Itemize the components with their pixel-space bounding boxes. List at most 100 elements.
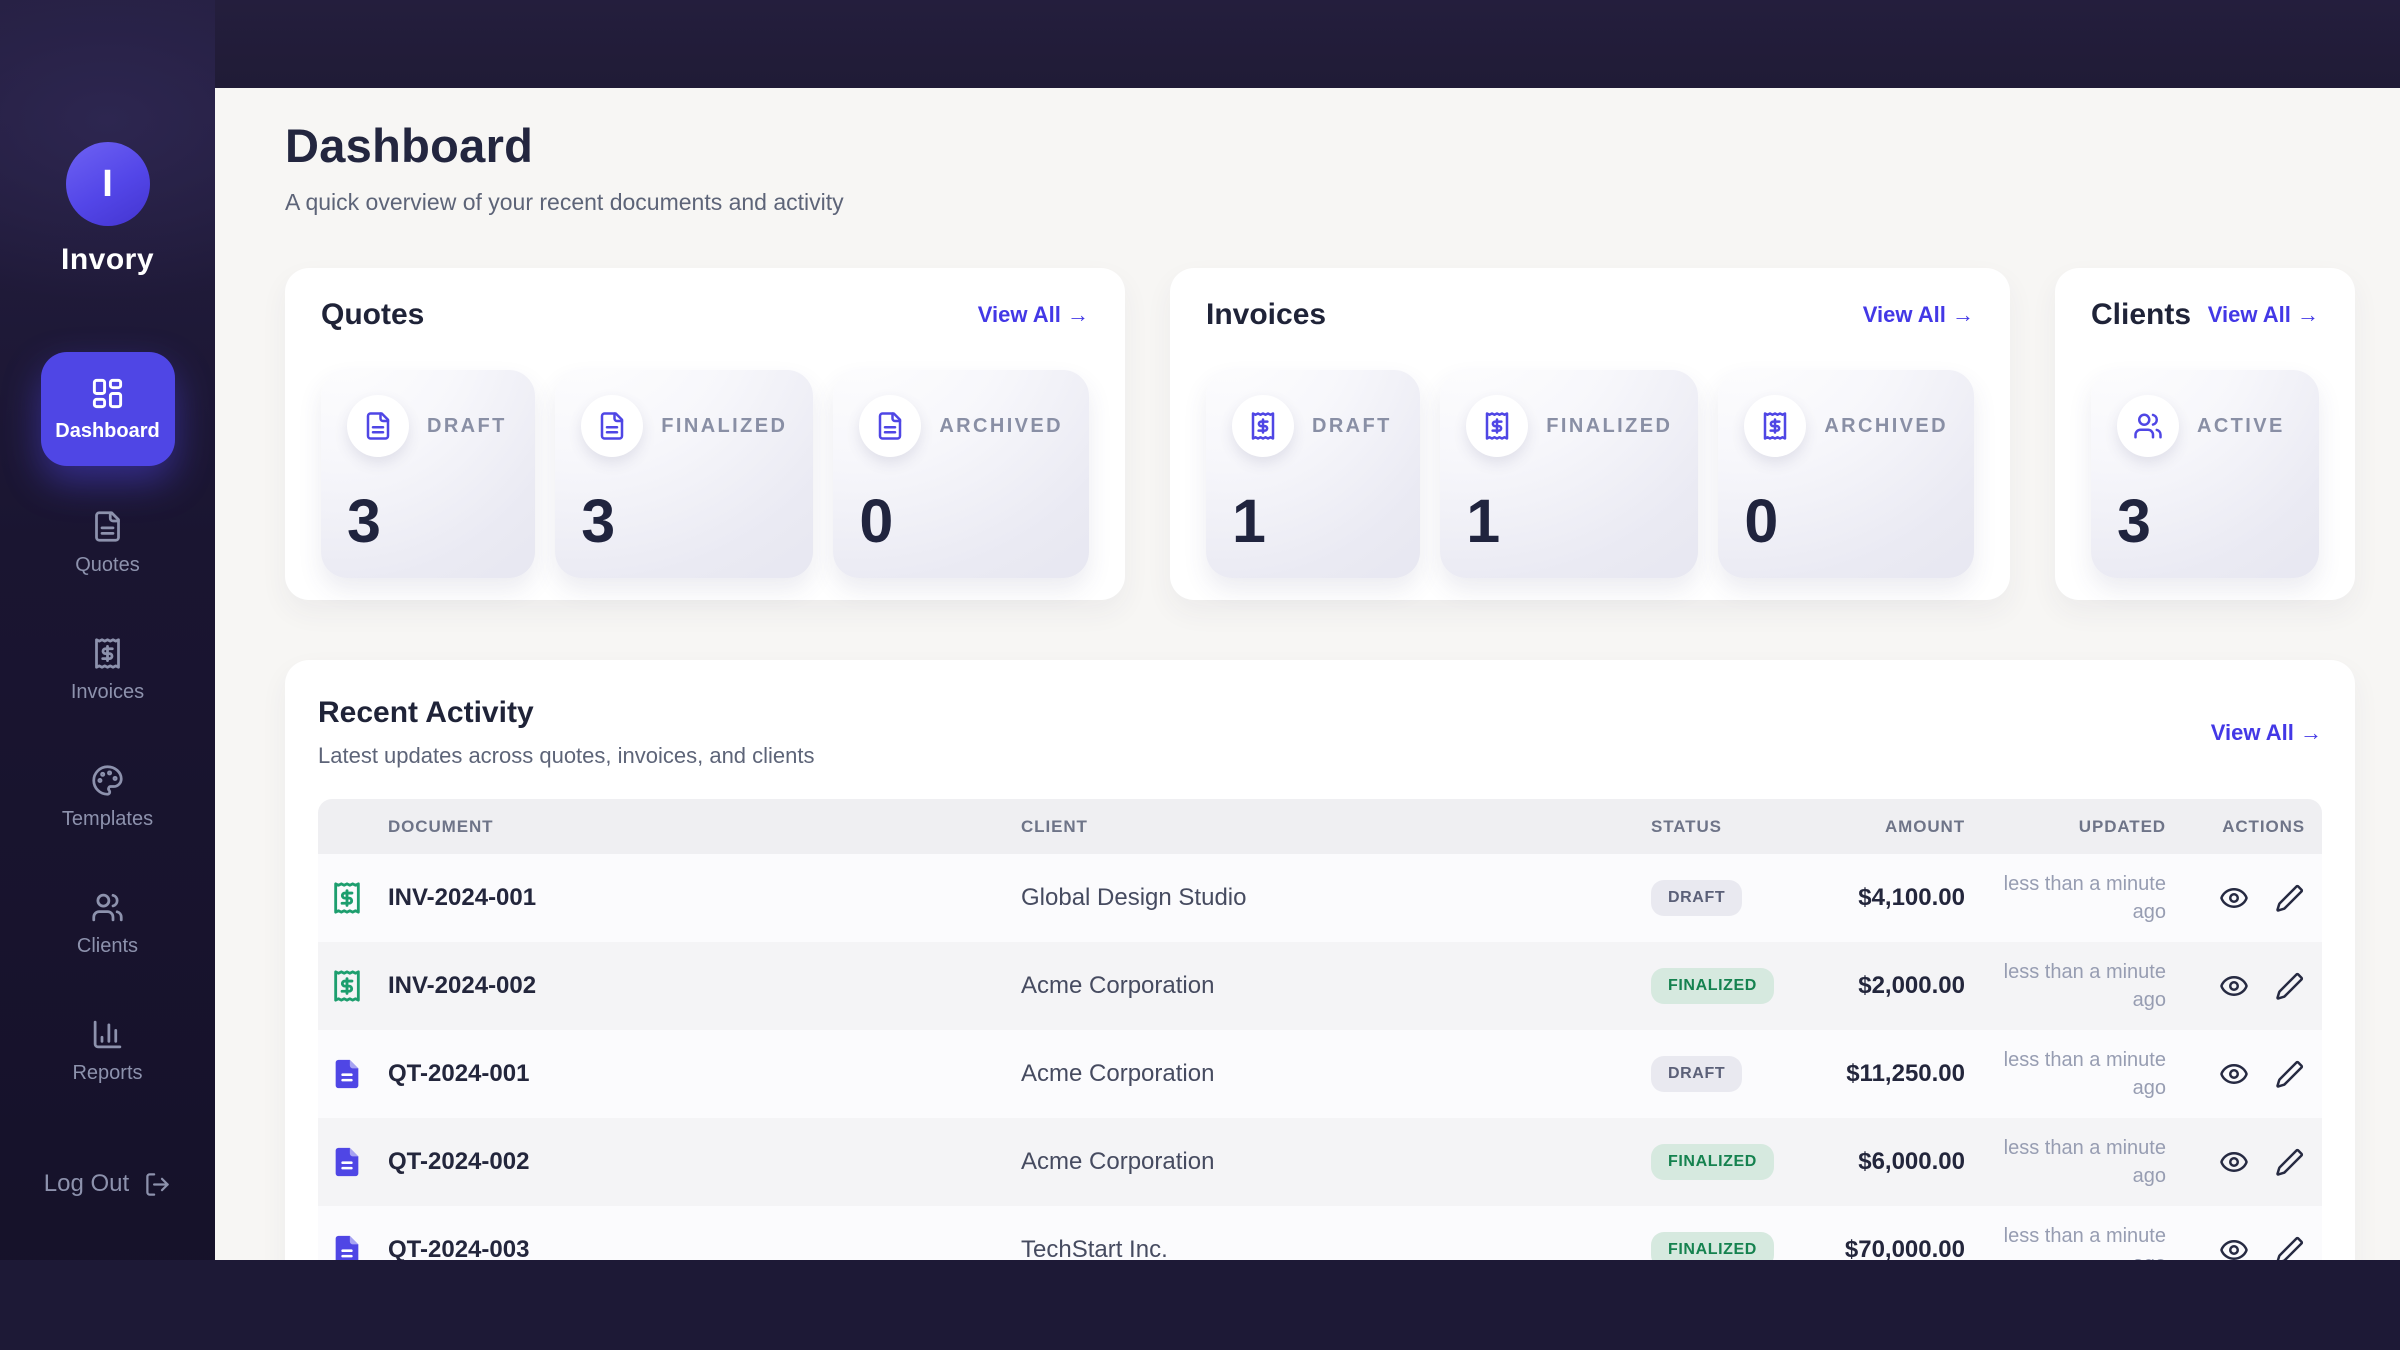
- recent-activity-subtitle: Latest updates across quotes, invoices, …: [318, 743, 815, 768]
- invoices-view-all-link[interactable]: View All →: [1862, 302, 1974, 327]
- document-id: INV-2024-002: [388, 972, 537, 999]
- table-row[interactable]: QT-2024-001 Acme Corporation DRAFT $11,2…: [318, 1030, 2322, 1118]
- file-text-icon: [91, 510, 124, 543]
- stat-value: 0: [1744, 487, 1779, 555]
- clients-view-all-link[interactable]: View All →: [2207, 302, 2319, 327]
- file-text-icon: [875, 411, 905, 441]
- quotes-card: Quotes View All → DRAFT 3: [285, 268, 1125, 600]
- stat-value: 3: [581, 487, 616, 555]
- sidebar-nav: Dashboard Quotes Invoices Templates Clie…: [0, 352, 215, 1145]
- stat-value: 1: [1466, 487, 1501, 555]
- view-button[interactable]: [2219, 971, 2249, 1001]
- stat-value: 0: [859, 487, 894, 555]
- stat-value: 3: [2117, 487, 2151, 555]
- palette-icon: [91, 764, 124, 797]
- edit-button[interactable]: [2275, 1147, 2305, 1177]
- receipt-icon: [1248, 411, 1278, 441]
- arrow-right-icon: →: [2297, 302, 2319, 327]
- updated-time: less than a minute ago: [2003, 873, 2166, 923]
- receipt-icon: [330, 881, 364, 915]
- receipt-icon: [1482, 411, 1512, 441]
- logout-button[interactable]: Log Out: [0, 1170, 215, 1198]
- edit-button[interactable]: [2275, 971, 2305, 1001]
- sidebar-item-templates[interactable]: Templates: [62, 764, 153, 831]
- amount-value: $6,000.00: [1858, 1148, 1965, 1175]
- sidebar-item-invoices[interactable]: Invoices: [71, 637, 144, 704]
- stat-label: FINALIZED: [1546, 414, 1673, 437]
- logout-label: Log Out: [43, 1170, 130, 1197]
- edit-button[interactable]: [2275, 1059, 2305, 1089]
- stat-tile: FINALIZED 1: [1440, 370, 1699, 578]
- table-row[interactable]: QT-2024-003 TechStart Inc. FINALIZED $70…: [318, 1206, 2322, 1260]
- sidebar-item-reports[interactable]: Reports: [72, 1018, 143, 1085]
- file-text-icon: [597, 411, 627, 441]
- recent-activity-table: DOCUMENT CLIENT STATUS AMOUNT UPDATED AC…: [318, 799, 2322, 1260]
- view-button[interactable]: [2219, 883, 2249, 913]
- sidebar-item-clients[interactable]: Clients: [77, 891, 138, 958]
- stat-label: ACTIVE: [2197, 414, 2285, 437]
- edit-button[interactable]: [2275, 883, 2305, 913]
- invoices-card-title: Invoices: [1206, 298, 1327, 331]
- edit-button[interactable]: [2275, 1235, 2305, 1260]
- status-badge: DRAFT: [1651, 1056, 1743, 1092]
- recent-activity-title: Recent Activity: [318, 696, 534, 729]
- stat-value: 3: [347, 487, 381, 555]
- status-badge: FINALIZED: [1651, 1144, 1774, 1180]
- table-body: INV-2024-001 Global Design Studio DRAFT …: [318, 854, 2322, 1260]
- stat-icon-circle: [347, 395, 409, 457]
- amount-value: $2,000.00: [1858, 972, 1965, 999]
- users-icon: [91, 891, 124, 924]
- stat-value: 1: [1232, 487, 1266, 555]
- document-id: QT-2024-001: [388, 1060, 530, 1087]
- quotes-view-all-link[interactable]: View All →: [977, 302, 1089, 327]
- status-badge: FINALIZED: [1651, 1232, 1774, 1260]
- column-header-updated: UPDATED: [2078, 816, 2166, 836]
- client-name: TechStart Inc.: [1021, 1236, 1168, 1260]
- file-filled-icon: [330, 1145, 364, 1179]
- sidebar-item-label: Invoices: [70, 681, 145, 703]
- brand-name: Invory: [60, 243, 155, 276]
- view-button[interactable]: [2219, 1059, 2249, 1089]
- brand-logo[interactable]: I: [65, 142, 150, 226]
- receipt-icon: [91, 637, 124, 670]
- amount-value: $4,100.00: [1858, 884, 1965, 911]
- stat-tile: ARCHIVED 0: [833, 370, 1089, 578]
- stat-tile: FINALIZED 3: [555, 370, 814, 578]
- stat-label: DRAFT: [1312, 414, 1392, 437]
- stat-icon-circle: [1232, 395, 1294, 457]
- table-row[interactable]: INV-2024-001 Global Design Studio DRAFT …: [318, 854, 2322, 942]
- log-out-icon: [144, 1171, 171, 1198]
- bottom-bar: [0, 1260, 2400, 1350]
- stat-tile: ACTIVE 3: [2091, 370, 2319, 578]
- column-header-document: DOCUMENT: [388, 816, 494, 836]
- sidebar: I Invory Dashboard Quotes Invoices Templ…: [0, 0, 215, 1350]
- client-name: Global Design Studio: [1021, 884, 1247, 911]
- clients-card-title: Clients: [2091, 298, 2192, 331]
- sidebar-item-quotes[interactable]: Quotes: [75, 510, 140, 577]
- sidebar-item-dashboard[interactable]: Dashboard: [40, 352, 175, 466]
- stat-label: ARCHIVED: [939, 414, 1063, 437]
- amount-value: $11,250.00: [1846, 1060, 1965, 1087]
- page-title: Dashboard: [285, 119, 534, 172]
- stat-icon-circle: [1466, 395, 1529, 457]
- recent-activity-view-all-link[interactable]: View All →: [2210, 719, 2322, 745]
- arrow-right-icon: →: [2300, 719, 2322, 745]
- document-id: INV-2024-001: [388, 884, 537, 911]
- view-button[interactable]: [2219, 1147, 2249, 1177]
- table-row[interactable]: INV-2024-002 Acme Corporation FINALIZED …: [318, 942, 2322, 1030]
- table-row[interactable]: QT-2024-002 Acme Corporation FINALIZED $…: [318, 1118, 2322, 1206]
- column-header-status: STATUS: [1651, 816, 1722, 836]
- receipt-icon: [330, 969, 364, 1003]
- arrow-right-icon: →: [1067, 302, 1089, 327]
- column-header-client: CLIENT: [1021, 816, 1088, 836]
- updated-time: less than a minute ago: [2003, 961, 2166, 1011]
- page-subtitle: A quick overview of your recent document…: [285, 189, 844, 215]
- sidebar-item-label: Reports: [72, 1062, 143, 1084]
- recent-activity-card: Recent Activity Latest updates across qu…: [285, 660, 2355, 1260]
- top-bar: [0, 0, 2400, 88]
- arrow-right-icon: →: [1952, 302, 1974, 327]
- column-header-amount: AMOUNT: [1885, 816, 1965, 836]
- client-name: Acme Corporation: [1021, 972, 1215, 999]
- clients-card: Clients View All → ACTIVE 3: [2055, 268, 2355, 600]
- view-button[interactable]: [2219, 1235, 2249, 1260]
